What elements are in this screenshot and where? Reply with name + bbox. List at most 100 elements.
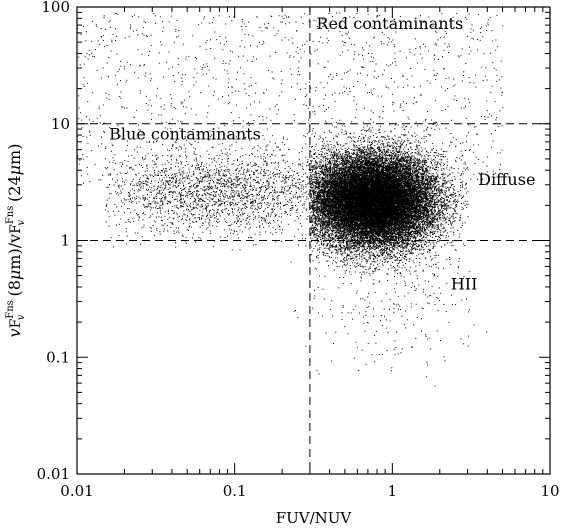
- data-point: [343, 259, 345, 261]
- data-point: [340, 153, 341, 155]
- data-point: [434, 208, 435, 210]
- data-point: [424, 228, 426, 230]
- data-point: [373, 249, 375, 251]
- data-point: [348, 158, 350, 160]
- data-point: [404, 160, 406, 162]
- data-point: [420, 181, 422, 183]
- data-point: [327, 163, 329, 165]
- data-point: [424, 207, 426, 209]
- data-point: [414, 191, 416, 193]
- data-point: [310, 227, 312, 229]
- data-point: [407, 241, 409, 243]
- data-point: [399, 160, 401, 162]
- data-point: [313, 186, 315, 188]
- data-point: [356, 244, 358, 246]
- data-point: [383, 171, 385, 173]
- data-point: [421, 155, 423, 157]
- data-point: [339, 243, 341, 245]
- data-point: [310, 240, 312, 242]
- data-point: [426, 195, 428, 197]
- data-point: [428, 187, 429, 189]
- data-point: [422, 172, 424, 174]
- data-point: [384, 160, 386, 162]
- data-point: [396, 149, 398, 151]
- data-point: [323, 144, 325, 146]
- data-point: [316, 188, 318, 190]
- data-point: [412, 181, 414, 183]
- data-point: [436, 227, 438, 228]
- data-point: [384, 131, 386, 133]
- data-point: [423, 269, 424, 271]
- data-point: [420, 162, 422, 164]
- data-point: [413, 225, 415, 227]
- data-point: [427, 178, 429, 180]
- data-point: [429, 221, 431, 223]
- data-point: [346, 229, 348, 231]
- data-point: [317, 255, 319, 256]
- data-point: [438, 188, 440, 190]
- data-point: [311, 228, 312, 230]
- data-point: [417, 166, 419, 168]
- data-point: [400, 144, 402, 146]
- data-point: [348, 258, 350, 260]
- data-point: [405, 203, 406, 205]
- point-series-0: [309, 116, 469, 300]
- data-point: [426, 140, 428, 142]
- data-point: [448, 189, 450, 191]
- data-point: [351, 262, 353, 264]
- data-point: [356, 290, 358, 292]
- data-point: [320, 237, 322, 239]
- data-point: [316, 205, 318, 207]
- data-point: [401, 267, 403, 269]
- data-point: [382, 220, 384, 222]
- data-point: [431, 179, 433, 181]
- data-point: [358, 145, 360, 146]
- data-point: [394, 255, 396, 257]
- data-point: [316, 242, 318, 244]
- data-point: [359, 255, 360, 257]
- data-point: [353, 143, 355, 145]
- data-point: [360, 188, 362, 190]
- data-point: [397, 169, 399, 171]
- data-point: [370, 229, 372, 231]
- data-point: [392, 184, 394, 186]
- data-point: [411, 227, 413, 229]
- data-point: [361, 171, 362, 173]
- data-point: [429, 248, 431, 250]
- data-point: [319, 213, 321, 215]
- data-point: [403, 243, 405, 245]
- data-point: [362, 244, 364, 246]
- data-point: [347, 231, 349, 233]
- data-point: [364, 247, 366, 249]
- data-point: [429, 196, 431, 198]
- data-point: [379, 144, 381, 146]
- data-point: [342, 224, 344, 226]
- data-point: [332, 233, 334, 235]
- data-point: [356, 151, 358, 153]
- data-point: [400, 157, 402, 159]
- data-point: [405, 164, 407, 165]
- data-point: [318, 244, 320, 246]
- data-point: [407, 203, 409, 205]
- data-point: [373, 238, 375, 240]
- data-point: [324, 233, 326, 235]
- data-point: [453, 201, 455, 202]
- data-point: [420, 142, 422, 144]
- data-point: [352, 214, 354, 216]
- data-point: [343, 252, 345, 254]
- data-point: [391, 225, 393, 227]
- data-point: [442, 175, 443, 177]
- data-point: [380, 153, 382, 155]
- data-point: [338, 234, 340, 236]
- data-point: [323, 166, 325, 168]
- data-point: [432, 236, 434, 238]
- data-point: [423, 231, 425, 233]
- data-point: [385, 250, 387, 252]
- data-point: [331, 237, 333, 238]
- data-point: [377, 146, 379, 148]
- data-point: [366, 161, 367, 163]
- data-point: [414, 136, 416, 138]
- data-point: [353, 250, 355, 252]
- data-point: [402, 184, 404, 186]
